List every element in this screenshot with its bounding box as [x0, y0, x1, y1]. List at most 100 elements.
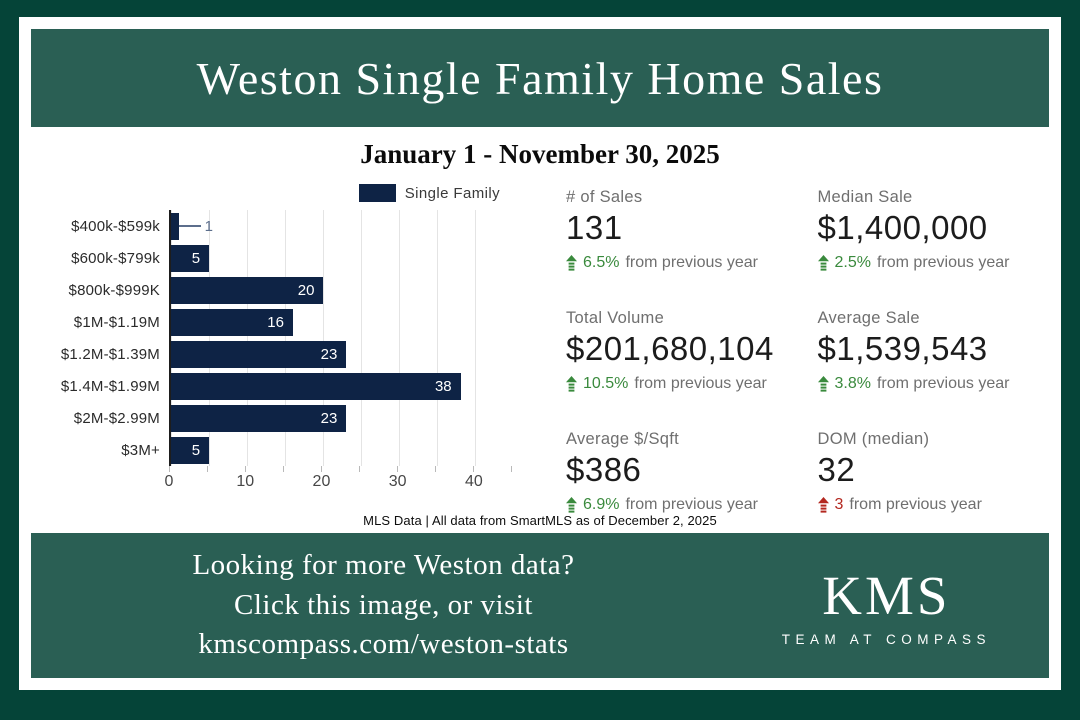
stat-label: Average $/Sqft — [566, 430, 680, 448]
stat-change-amount: 3 — [834, 496, 844, 513]
bar-track: 23 — [169, 338, 512, 370]
bar: 23 — [171, 340, 347, 368]
bar-value-label: 1 — [204, 217, 213, 235]
stat-change: 6.9% from previous year — [566, 496, 792, 514]
bar-value-label: 16 — [267, 313, 284, 331]
x-tick-label: 10 — [236, 473, 255, 490]
stat-value: $386 — [566, 451, 642, 488]
stat-change: 2.5% from previous year — [817, 254, 1044, 272]
x-tick-label: 40 — [464, 473, 483, 490]
kms-logo-text: KMS — [822, 565, 951, 626]
stat-change-suffix: from previous year — [625, 254, 758, 271]
kms-logo: KMS TEAM AT COMPASS — [782, 564, 991, 647]
footer-cta-line-2: Click this image, or visit — [234, 588, 533, 621]
bar-value-label: 5 — [191, 441, 201, 459]
title-banner: Weston Single Family Home Sales — [31, 29, 1049, 127]
stat-change-amount: 6.9% — [583, 496, 620, 513]
chart-bar-row: $2M-$2.99M 23 — [47, 402, 536, 434]
stat-change-suffix: from previous year — [876, 254, 1010, 271]
category-label: $1.4M-$1.99M — [60, 377, 160, 395]
bar: 20 — [171, 276, 324, 304]
chart-bar-row: $600k-$799k 5 — [47, 242, 536, 274]
category-label: $800k-$999K — [68, 281, 160, 299]
stats-panel: # of Sales 131 6.5% from previous year Media… — [536, 176, 1049, 513]
footer-banner[interactable]: Looking for more Weston data? Click this… — [31, 533, 1049, 678]
stat-value: 131 — [566, 209, 623, 246]
callout-line — [178, 225, 201, 227]
category-label: $2M-$2.99M — [73, 409, 160, 427]
content-area: January 1 - November 30, 2025 Single Fam… — [31, 127, 1049, 533]
chart-and-stats-row: Single Family $400k-$599k 1 $600k-$799k 5 $8… — [31, 176, 1049, 513]
chart-bar-row: $1.2M-$1.39M 23 — [47, 338, 536, 370]
trend-up-arrow-icon — [566, 255, 577, 271]
stat-change: 3.8% from previous year — [817, 375, 1044, 393]
bar — [171, 212, 179, 240]
stat-change: 10.5% from previous year — [566, 375, 792, 393]
footer-cta-line-1: Looking for more Weston data? — [192, 549, 575, 582]
bar-track: 1 — [169, 210, 512, 242]
stat-block: Total Volume $201,680,104 10.5% from previo… — [566, 309, 792, 393]
axis-tick-marks — [169, 466, 512, 472]
kms-logo-tagline: TEAM AT COMPASS — [781, 632, 991, 647]
category-label: $1M-$1.19M — [73, 313, 160, 331]
chart-rows: $400k-$599k 1 $600k-$799k 5 $800k-$999K 20 $1M… — [47, 210, 536, 466]
bar-track: 5 — [169, 242, 512, 274]
x-tick-label: 20 — [312, 473, 331, 490]
bar-track: 23 — [169, 402, 512, 434]
stat-change-amount: 2.5% — [834, 254, 871, 271]
chart-bar-row: $400k-$599k 1 — [47, 210, 536, 242]
stat-label: Total Volume — [566, 309, 665, 327]
chart-bar-row: $1M-$1.19M 16 — [47, 306, 536, 338]
x-tick-label: 30 — [388, 473, 407, 490]
stat-block: Average $/Sqft $386 6.9% from previous year — [566, 430, 792, 514]
stat-value: $1,400,000 — [817, 209, 988, 246]
page-title: Weston Single Family Home Sales — [196, 52, 884, 104]
chart-x-axis: 0 10 20 30 40 — [165, 466, 512, 496]
bar: 5 — [171, 436, 210, 464]
trend-up-arrow-icon — [817, 376, 829, 392]
footer-cta-url[interactable]: kmscompass.com/weston-stats — [198, 628, 569, 661]
stat-block: # of Sales 131 6.5% from previous year — [566, 188, 792, 272]
stat-label: Median Sale — [817, 188, 913, 206]
stat-change-suffix: from previous year — [849, 496, 982, 513]
trend-up-arrow-icon — [566, 376, 577, 392]
bar-track: 16 — [169, 306, 512, 338]
category-label: $3M+ — [121, 441, 160, 459]
trend-up-arrow-icon — [817, 497, 829, 513]
stat-label: # of Sales — [566, 188, 643, 206]
stat-block: Median Sale $1,400,000 2.5% from previous y… — [817, 188, 1044, 272]
stat-change-suffix: from previous year — [625, 496, 758, 513]
chart-bar-row: $800k-$999K 20 — [47, 274, 536, 306]
stat-change-amount: 6.5% — [583, 254, 620, 271]
bar: 16 — [171, 308, 293, 336]
bar-value-label: 23 — [320, 409, 338, 427]
chart-bar-row: $1.4M-$1.99M 38 — [47, 370, 536, 402]
bar: 23 — [171, 404, 347, 432]
stat-change-amount: 10.5% — [583, 375, 629, 392]
trend-up-arrow-icon — [817, 255, 829, 271]
legend-label: Single Family — [404, 184, 500, 202]
bar-value-label: 23 — [320, 345, 338, 363]
stat-label: Average Sale — [817, 309, 920, 327]
trend-up-arrow-icon — [566, 497, 577, 513]
bar: 5 — [171, 244, 210, 272]
stats-grid: # of Sales 131 6.5% from previous year Media… — [566, 188, 1043, 514]
footer-cta-text: Looking for more Weston data? Click this… — [31, 546, 736, 664]
stat-change-suffix: from previous year — [876, 375, 1010, 392]
bar: 38 — [171, 372, 461, 400]
bar-value-callout: 1 — [178, 217, 213, 235]
stat-change: 3 from previous year — [817, 496, 1044, 514]
date-range-subtitle: January 1 - November 30, 2025 — [360, 139, 720, 169]
bar-track: 20 — [169, 274, 512, 306]
stat-change-amount: 3.8% — [834, 375, 871, 392]
stat-block: Average Sale $1,539,543 3.8% from previous … — [817, 309, 1044, 393]
chart-bar-row: $3M+ 5 — [47, 434, 536, 466]
stat-value: 32 — [817, 451, 856, 488]
stat-value: $201,680,104 — [566, 330, 774, 367]
stat-change: 6.5% from previous year — [566, 254, 792, 272]
x-tick-label: 0 — [164, 473, 174, 490]
bar-value-label: 5 — [191, 249, 201, 267]
bar-chart: Single Family $400k-$599k 1 $600k-$799k 5 $8… — [31, 176, 536, 513]
stat-label: DOM (median) — [817, 430, 930, 448]
mls-disclaimer: MLS Data | All data from SmartMLS as of … — [363, 513, 717, 528]
